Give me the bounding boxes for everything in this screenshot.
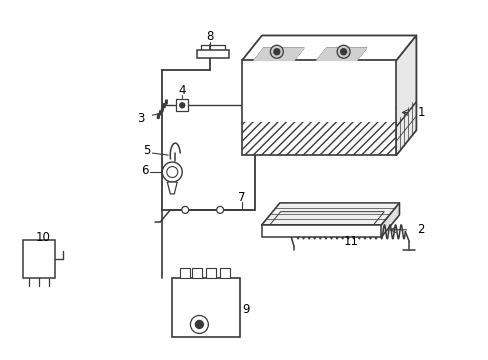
Polygon shape <box>262 203 399 225</box>
Text: 7: 7 <box>238 192 245 204</box>
Circle shape <box>166 167 178 177</box>
Bar <box>180 268 190 278</box>
Bar <box>262 225 381 237</box>
Polygon shape <box>253 48 303 60</box>
Circle shape <box>195 320 203 328</box>
Polygon shape <box>381 203 399 237</box>
Bar <box>172 278 240 337</box>
Text: 11: 11 <box>344 235 358 248</box>
Bar <box>206 268 216 278</box>
Bar <box>23 240 55 278</box>
Text: 1: 1 <box>416 106 424 119</box>
Circle shape <box>270 45 283 58</box>
Text: 9: 9 <box>242 303 249 316</box>
Polygon shape <box>396 36 415 155</box>
Text: 6: 6 <box>141 163 148 176</box>
Bar <box>192 268 202 278</box>
Circle shape <box>336 45 349 58</box>
Bar <box>176 99 188 111</box>
Text: 10: 10 <box>35 231 50 244</box>
Text: 8: 8 <box>206 30 213 43</box>
Bar <box>220 268 229 278</box>
Circle shape <box>190 315 208 333</box>
Polygon shape <box>167 182 177 194</box>
Polygon shape <box>242 36 415 60</box>
Circle shape <box>182 206 188 213</box>
Text: 3: 3 <box>137 112 144 125</box>
Bar <box>242 122 396 155</box>
Text: 5: 5 <box>142 144 150 157</box>
Text: 4: 4 <box>178 84 185 97</box>
Circle shape <box>162 162 182 182</box>
Text: 2: 2 <box>416 223 424 236</box>
Circle shape <box>180 103 184 108</box>
Bar <box>197 50 228 58</box>
Bar <box>242 60 396 155</box>
Circle shape <box>340 49 346 55</box>
Circle shape <box>273 49 279 55</box>
Polygon shape <box>316 48 366 60</box>
Circle shape <box>216 206 223 213</box>
